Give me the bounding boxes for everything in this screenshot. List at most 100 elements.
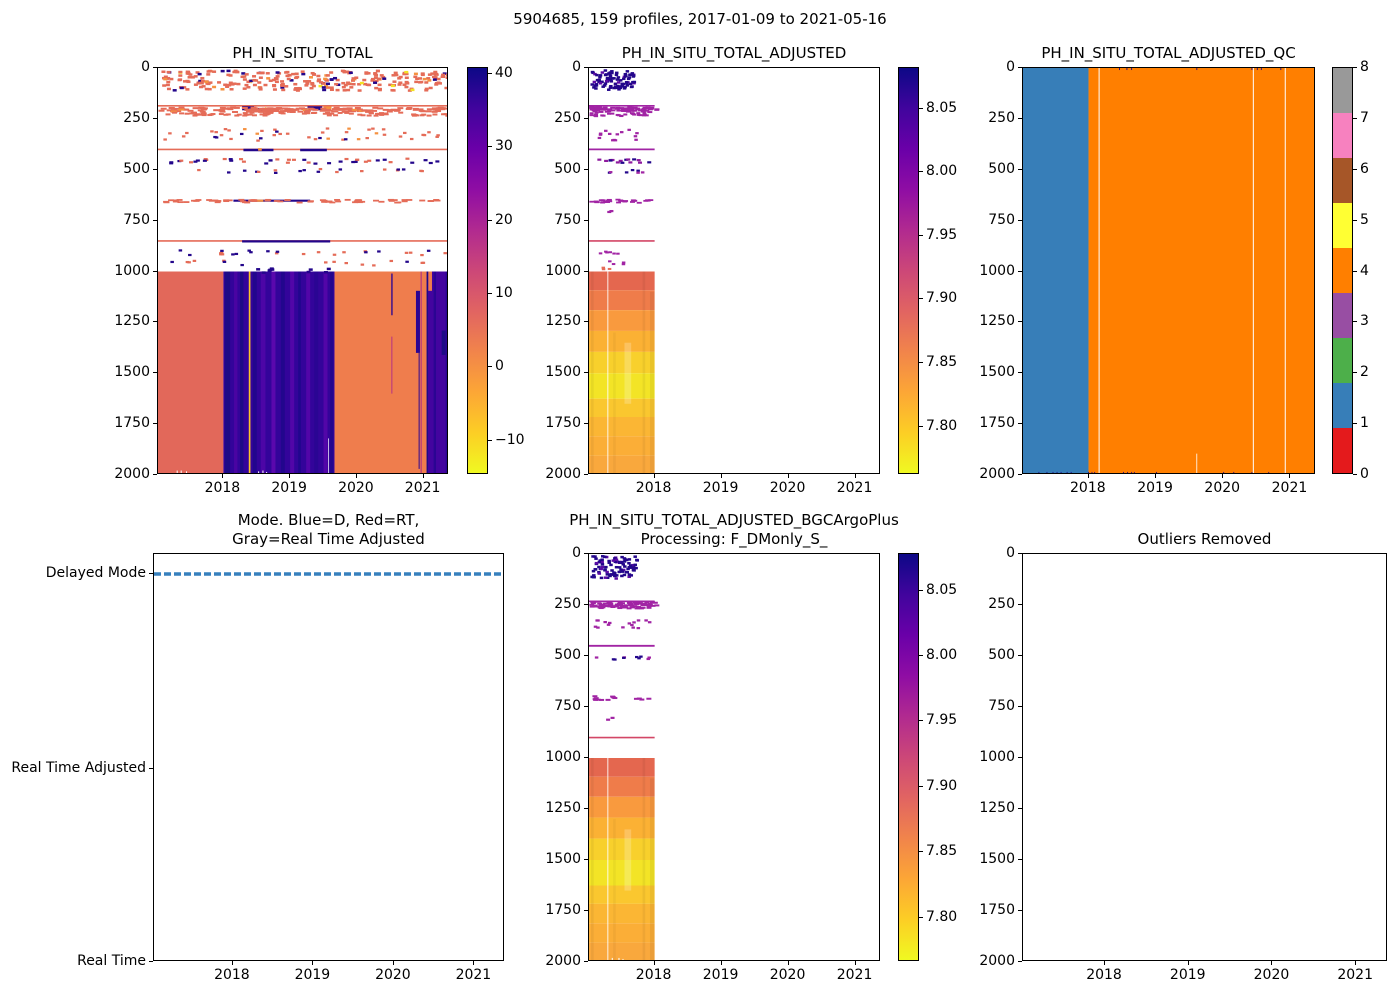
colorbar-tick (1353, 372, 1357, 374)
x-tick-2020 (355, 474, 357, 478)
x-tick-label-2021: 2021 (455, 967, 492, 983)
x-tick-label-2018: 2018 (214, 967, 250, 983)
colorbar-tick-label: 7.90 (926, 290, 958, 307)
y-tick (1018, 859, 1022, 860)
colorbar-tick-label: 7.95 (926, 712, 958, 729)
y-tick-label: 1750 (979, 415, 1015, 432)
colorbar-tick (1353, 67, 1357, 68)
panel-title-outliers-removed: Outliers Removed (1138, 530, 1272, 549)
y-tick-label: 0 (141, 59, 150, 75)
x-tick-2021 (854, 961, 856, 965)
y-tick-label: 250 (554, 596, 581, 612)
colorbar-tick-label: 7.80 (926, 417, 958, 434)
colorbar-tick (919, 425, 923, 427)
x-tick-2018 (1104, 961, 1106, 965)
x-tick-2018 (653, 474, 655, 478)
colorbar-tick (919, 234, 923, 236)
colorbar-tick (1353, 219, 1357, 221)
colorbar-tick (488, 72, 492, 74)
x-tick-2020 (1271, 961, 1273, 965)
x-tick-2019 (312, 961, 314, 965)
x-tick-2020 (392, 961, 394, 965)
panel-title-ph-in-situ-total: PH_IN_SITU_TOTAL (232, 44, 372, 63)
x-tick-label-2018: 2018 (635, 480, 672, 496)
panel-plot-ph-in-situ-total-adjusted (589, 69, 660, 473)
colorbar-tick-label: 1 (1360, 415, 1369, 432)
x-tick-label-2021: 2021 (1271, 480, 1308, 496)
colorbar-tick (919, 916, 923, 918)
panel-title-line: Processing: F_DMonly_S_ (640, 530, 828, 548)
x-tick-2020 (1222, 474, 1224, 478)
colorbar-tick (919, 655, 923, 656)
panel-plot-outliers-removed (1023, 554, 1387, 961)
colorbar-tick-label: 2 (1360, 364, 1369, 381)
y-tick (584, 604, 588, 605)
y-tick-label: 2000 (545, 953, 581, 969)
y-tick-label: 1250 (979, 313, 1015, 330)
colorbar-tick (919, 785, 923, 787)
x-tick-2021 (1355, 961, 1357, 965)
panel-title-line: PH_IN_SITU_TOTAL_ADJUSTED (621, 44, 847, 62)
y-tick (1018, 655, 1022, 656)
x-tick-label-2021: 2021 (836, 967, 873, 983)
x-tick-label-2019: 2019 (271, 480, 307, 496)
panel-title-line: PH_IN_SITU_TOTAL_ADJUSTED_BGCArgoPlus (569, 511, 899, 529)
y-tick-label: 750 (988, 698, 1015, 714)
colorbar-tick (488, 439, 492, 441)
x-tick-2021 (854, 474, 856, 478)
colorbar-segment-6 (1333, 158, 1352, 204)
x-tick-2019 (720, 961, 722, 965)
y-tick (584, 808, 588, 809)
y-tick-label: 2000 (979, 953, 1015, 969)
colorbar-segment-3 (1333, 293, 1352, 339)
x-tick-label-2018: 2018 (1086, 967, 1122, 983)
y-tick-label: 750 (123, 211, 150, 228)
y-tick (153, 168, 157, 170)
x-tick-2019 (1155, 474, 1157, 478)
colorbar-tick (488, 146, 492, 148)
y-tick-label: 250 (988, 596, 1015, 612)
y-tick (584, 474, 588, 475)
y-tick (584, 117, 588, 119)
colorbar-tick-label: 7.95 (926, 226, 958, 243)
x-tick-2019 (289, 474, 291, 478)
y-tick-label: 2000 (114, 466, 150, 482)
y-tick-label: 2000 (545, 466, 581, 482)
y-tick (153, 117, 157, 119)
colorbar-tick (488, 219, 492, 221)
y-tick-label: 0 (1006, 545, 1015, 561)
panel-title-ph-bgcargoplus: PH_IN_SITU_TOTAL_ADJUSTED_BGCArgoPlus Pro… (569, 511, 899, 549)
panel-title-line: Mode. Blue=D, Red=RT, (237, 511, 420, 529)
y-tick (153, 423, 157, 425)
y-tick-label: 1000 (979, 262, 1015, 279)
y-tick-label: 1250 (545, 313, 581, 330)
panel-ph-in-situ-total (157, 67, 448, 474)
colorbar-tick (1353, 474, 1357, 475)
panel-plot-ph-bgcargoplus (589, 555, 660, 960)
y-tick (1018, 553, 1022, 554)
y-tick-label: 0 (572, 59, 581, 75)
y-tick-label: 1000 (114, 262, 150, 279)
colorbar-tick (919, 362, 923, 364)
y-tick-label: 500 (123, 160, 150, 177)
colorbar-tick-label: 7.85 (926, 354, 958, 371)
x-tick-label-2020: 2020 (769, 967, 806, 983)
x-tick-2018 (222, 474, 224, 478)
y-tick-label: 1250 (545, 800, 581, 816)
y-tick-label: 1000 (545, 262, 581, 279)
x-tick-label-2019: 2019 (1169, 967, 1206, 983)
y-tick-label: 1750 (545, 902, 581, 918)
y-tick-label: 2000 (979, 466, 1015, 482)
x-tick-label-2019: 2019 (294, 967, 331, 983)
y-tick-label: 1500 (979, 851, 1015, 867)
panel-title-line: Gray=Real Time Adjusted (232, 530, 425, 548)
colorbar-ph-in-situ-total-adjusted (898, 67, 919, 474)
y-tick-label: 500 (988, 160, 1015, 177)
y-tick-label: 250 (988, 109, 1015, 126)
y-tick (1018, 117, 1022, 119)
colorbar-tick-label: 40 (495, 64, 513, 81)
colorbar-tick-label: 7.85 (926, 843, 958, 860)
y-tick (1018, 219, 1022, 221)
colorbar-tick-label: 7.90 (926, 777, 958, 794)
